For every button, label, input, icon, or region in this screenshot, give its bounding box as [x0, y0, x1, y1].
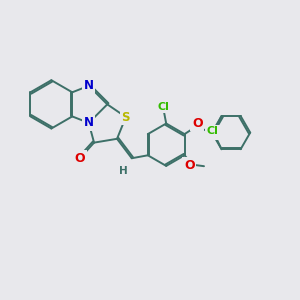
- Text: O: O: [75, 152, 85, 165]
- Text: Cl: Cl: [207, 126, 219, 136]
- Text: O: O: [184, 159, 195, 172]
- Text: N: N: [84, 116, 94, 129]
- Text: S: S: [122, 110, 130, 124]
- Text: H: H: [119, 166, 128, 176]
- Text: O: O: [192, 117, 202, 130]
- Text: Cl: Cl: [207, 129, 219, 139]
- Text: Cl: Cl: [158, 102, 170, 112]
- Text: N: N: [84, 79, 94, 92]
